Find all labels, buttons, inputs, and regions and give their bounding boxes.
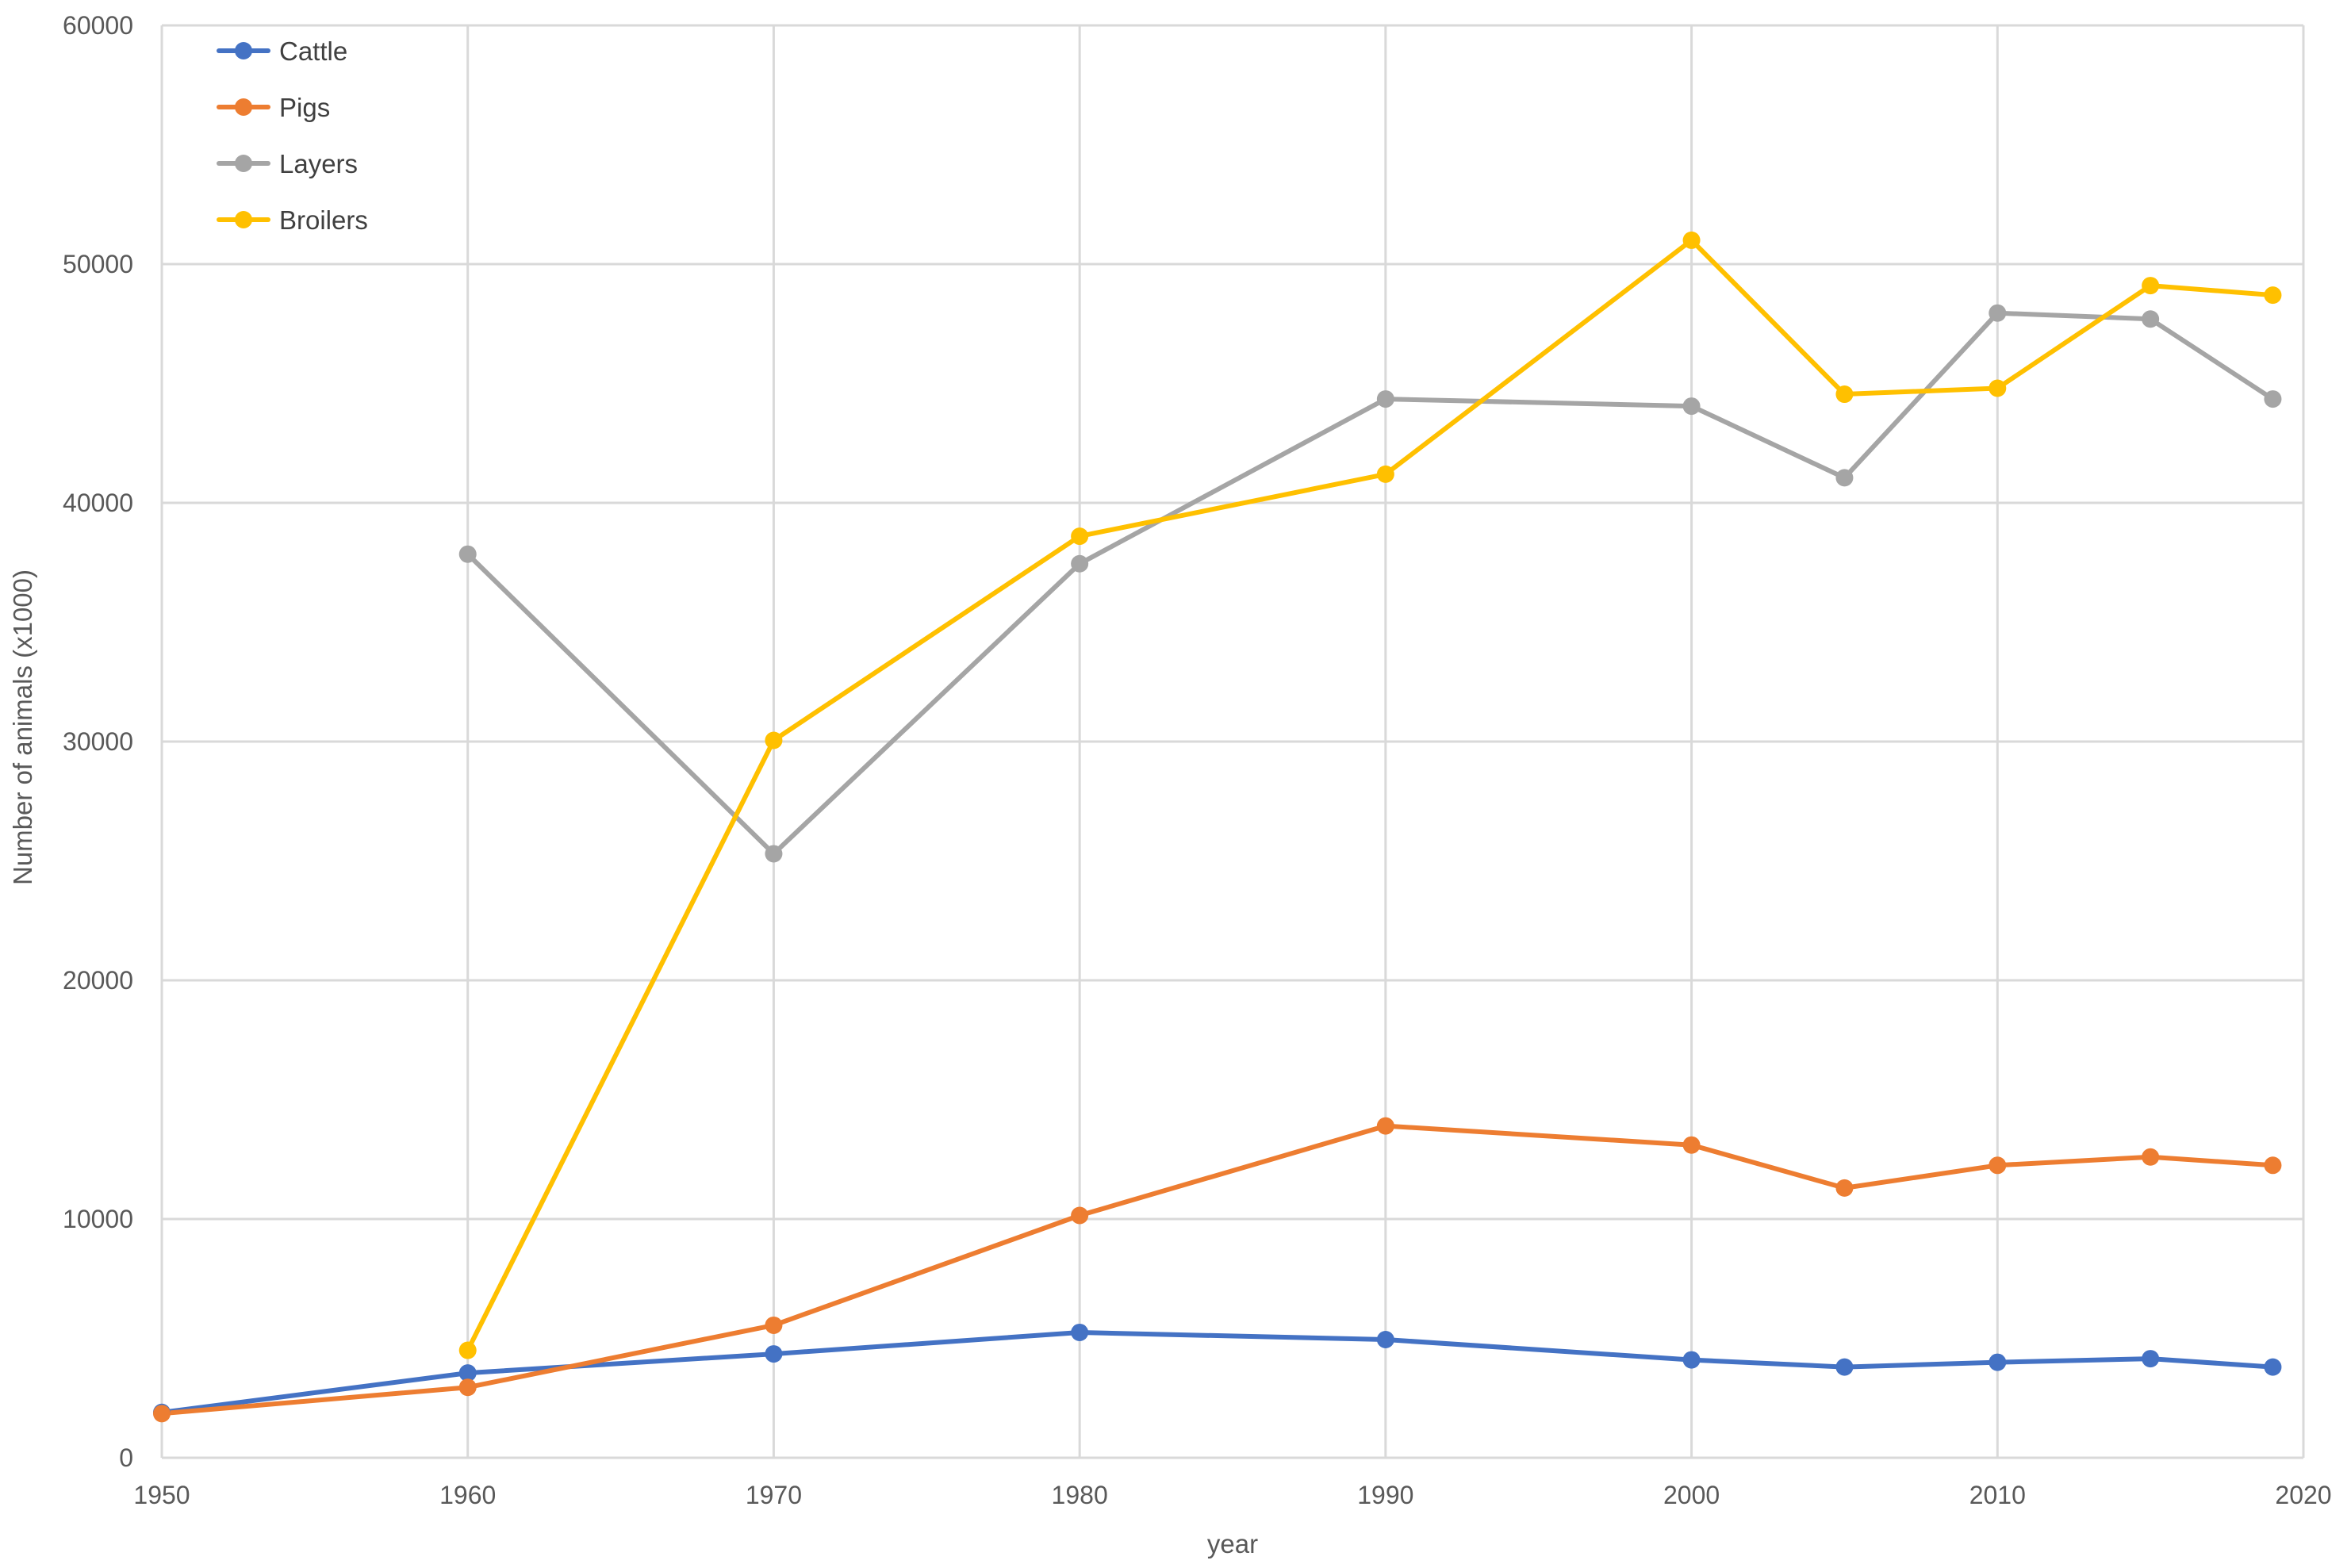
data-point-cattle <box>765 1345 783 1363</box>
x-tick-label: 1960 <box>439 1481 496 1509</box>
legend-swatch-marker <box>235 98 252 116</box>
data-point-pigs <box>2264 1156 2282 1175</box>
y-tick-label: 30000 <box>63 727 133 756</box>
x-tick-label: 1990 <box>1357 1481 1413 1509</box>
data-point-broilers <box>458 1341 477 1359</box>
legend-label: Broilers <box>279 205 368 235</box>
data-point-pigs <box>153 1405 171 1423</box>
data-point-broilers <box>1989 379 2007 397</box>
legend-item-broilers: Broilers <box>217 205 368 235</box>
y-tick-label: 50000 <box>63 250 133 278</box>
series-line-pigs <box>159 1123 2276 1417</box>
y-tick-label: 20000 <box>63 966 133 995</box>
data-point-cattle <box>1682 1351 1701 1369</box>
data-point-cattle <box>2264 1358 2282 1376</box>
data-point-pigs <box>765 1316 783 1334</box>
legend-label: Cattle <box>279 36 347 66</box>
data-point-broilers <box>765 731 783 749</box>
data-point-broilers <box>2264 286 2282 305</box>
data-point-pigs <box>1989 1156 2007 1175</box>
legend-label: Pigs <box>279 93 330 122</box>
legend-item-pigs: Pigs <box>217 93 330 122</box>
y-tick-label: 0 <box>119 1443 133 1472</box>
data-point-broilers <box>2142 277 2160 295</box>
data-point-broilers <box>1071 527 1089 546</box>
data-point-layers <box>1376 390 1394 408</box>
data-point-layers <box>2264 390 2282 408</box>
data-point-pigs <box>1071 1206 1089 1225</box>
x-tick-label: 2020 <box>2275 1481 2331 1509</box>
data-point-layers <box>1835 469 1854 487</box>
data-point-cattle <box>2142 1350 2160 1368</box>
data-point-cattle <box>1376 1331 1394 1349</box>
data-point-cattle <box>458 1364 477 1382</box>
data-point-layers <box>1682 397 1701 416</box>
legend-swatch-marker <box>235 211 252 228</box>
legend: Cattle Pigs Layers Broilers <box>217 36 368 235</box>
data-point-layers <box>2142 310 2160 328</box>
data-point-broilers <box>1682 231 1701 249</box>
data-point-pigs <box>1835 1179 1854 1197</box>
legend-swatch-marker <box>235 42 252 59</box>
y-tick-label: 40000 <box>63 489 133 517</box>
data-point-broilers <box>1835 385 1854 404</box>
tick-labels: 0 10000 20000 30000 40000 50000 60000 1950 1960 1… <box>63 11 2332 1509</box>
y-axis-title: Number of animals (x1000) <box>8 569 37 885</box>
data-point-layers <box>458 545 477 563</box>
data-point-pigs <box>1682 1136 1701 1154</box>
y-tick-label: 60000 <box>63 11 133 40</box>
x-tick-label: 1950 <box>133 1481 190 1509</box>
data-point-pigs <box>2142 1148 2160 1166</box>
x-tick-label: 2010 <box>1969 1481 2026 1509</box>
x-tick-label: 1980 <box>1052 1481 1108 1509</box>
legend-swatch-marker <box>235 155 252 172</box>
data-point-cattle <box>1989 1353 2007 1371</box>
data-point-cattle <box>1071 1323 1089 1341</box>
x-tick-label: 2000 <box>1663 1481 1720 1509</box>
series-markers <box>153 231 2282 1423</box>
data-point-cattle <box>1835 1358 1854 1376</box>
data-point-pigs <box>458 1378 477 1397</box>
x-axis-title: year <box>1207 1529 1258 1558</box>
legend-label: Layers <box>279 149 358 178</box>
series-line-cattle <box>159 1330 2276 1415</box>
data-point-broilers <box>1376 465 1394 483</box>
data-point-layers <box>765 845 783 863</box>
legend-item-cattle: Cattle <box>217 36 347 66</box>
y-tick-label: 10000 <box>63 1205 133 1233</box>
data-point-layers <box>1989 304 2007 322</box>
data-point-pigs <box>1376 1117 1394 1135</box>
data-point-layers <box>1071 554 1089 573</box>
legend-item-layers: Layers <box>217 149 358 178</box>
x-tick-label: 1970 <box>746 1481 802 1509</box>
